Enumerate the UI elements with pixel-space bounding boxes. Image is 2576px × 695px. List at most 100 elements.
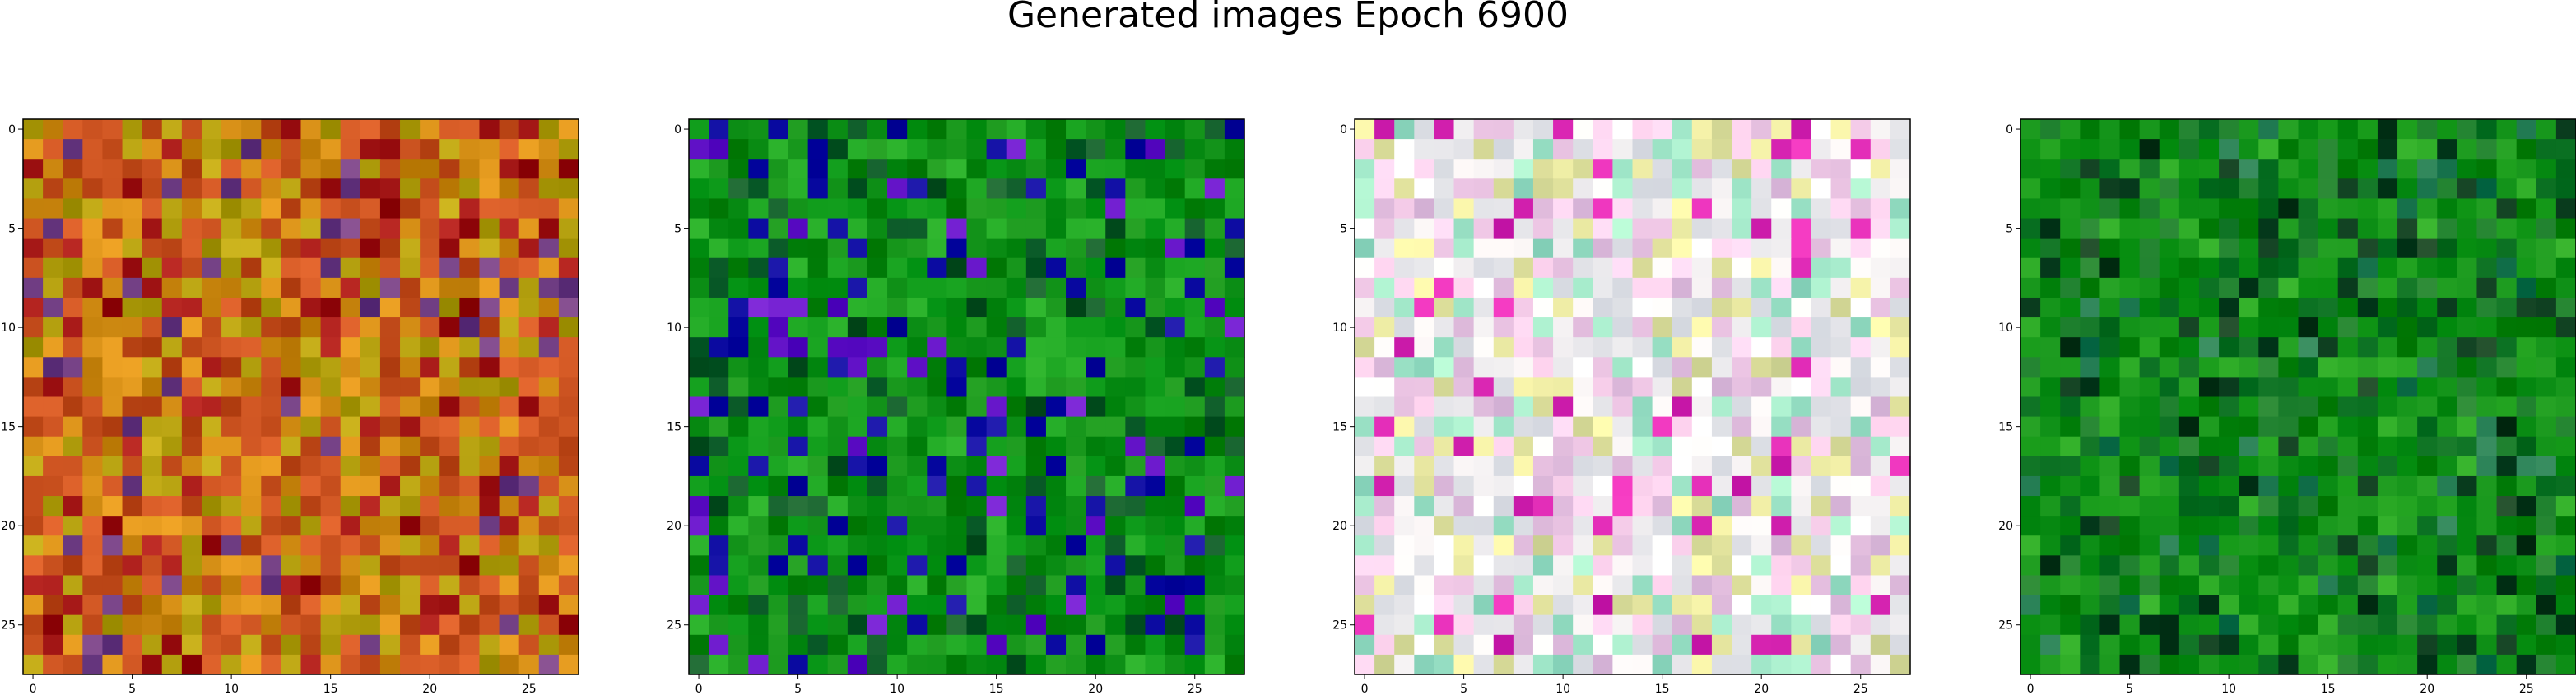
heatmap-cell bbox=[320, 119, 342, 140]
heatmap-cell bbox=[2318, 516, 2339, 536]
heatmap-cell bbox=[1006, 159, 1027, 179]
heatmap-cell bbox=[2080, 297, 2101, 318]
heatmap-cell bbox=[2219, 159, 2239, 179]
heatmap-cell bbox=[499, 337, 520, 358]
heatmap-cell bbox=[43, 475, 63, 497]
heatmap-cell bbox=[2417, 257, 2438, 279]
heatmap-cell bbox=[122, 595, 143, 616]
heatmap-cell bbox=[2555, 595, 2576, 616]
heatmap-cell bbox=[986, 218, 1007, 239]
heatmap-cell bbox=[2437, 516, 2457, 536]
heatmap-cell bbox=[538, 634, 560, 656]
heatmap-cell bbox=[2219, 317, 2239, 338]
heatmap-cell bbox=[261, 555, 281, 577]
heatmap-cell bbox=[2139, 139, 2160, 160]
heatmap-cell bbox=[142, 614, 163, 636]
heatmap-cell bbox=[43, 337, 63, 358]
heatmap-cell bbox=[2099, 159, 2121, 179]
heatmap-cell bbox=[63, 595, 83, 616]
heatmap-cell bbox=[2397, 475, 2418, 497]
heatmap-cell bbox=[122, 654, 143, 675]
heatmap-cell bbox=[2377, 337, 2398, 358]
heatmap-cell bbox=[379, 396, 401, 418]
heatmap-cell bbox=[2239, 159, 2259, 179]
heatmap-cell bbox=[122, 337, 143, 358]
heatmap-cell bbox=[2119, 337, 2141, 358]
heatmap-cell bbox=[2139, 159, 2160, 179]
heatmap-cell bbox=[2258, 555, 2279, 577]
heatmap-cell bbox=[2555, 119, 2576, 140]
heatmap-cell bbox=[379, 317, 401, 338]
heatmap-cell bbox=[2040, 317, 2061, 338]
heatmap-cell bbox=[479, 575, 500, 596]
heatmap-cell bbox=[2159, 535, 2180, 556]
heatmap-cell bbox=[221, 297, 242, 318]
heatmap-cell bbox=[439, 516, 460, 536]
heatmap-cell bbox=[2555, 634, 2576, 656]
heatmap-cell bbox=[221, 575, 242, 596]
heatmap-cell bbox=[2119, 654, 2141, 675]
heatmap-cell bbox=[2377, 595, 2398, 616]
heatmap-cell bbox=[2258, 475, 2279, 497]
heatmap-cell bbox=[2080, 357, 2101, 378]
heatmap-cell bbox=[2457, 654, 2478, 675]
heatmap-cell bbox=[201, 516, 222, 536]
heatmap-cell bbox=[2437, 396, 2457, 418]
heatmap-cell bbox=[2159, 456, 2180, 477]
heatmap-cell bbox=[320, 456, 342, 477]
heatmap-cell bbox=[966, 119, 988, 140]
heatmap-cell bbox=[847, 159, 868, 179]
heatmap-cell bbox=[161, 634, 183, 656]
heatmap-cell bbox=[221, 119, 242, 140]
heatmap-cell bbox=[2516, 198, 2537, 220]
heatmap-cell bbox=[2437, 139, 2457, 160]
heatmap-cell bbox=[2516, 218, 2537, 239]
heatmap-cell bbox=[2178, 337, 2200, 358]
heatmap-cell bbox=[340, 377, 361, 398]
heatmap-cell bbox=[102, 277, 123, 299]
heatmap-cell bbox=[558, 139, 579, 160]
heatmap-cell bbox=[43, 595, 63, 616]
heatmap-cell bbox=[241, 317, 262, 338]
heatmap-cell bbox=[161, 238, 183, 259]
heatmap-cell bbox=[479, 257, 500, 279]
heatmap-cell bbox=[2318, 377, 2339, 398]
heatmap-cell bbox=[459, 317, 481, 338]
heatmap-cell bbox=[2219, 357, 2239, 378]
heatmap-cell bbox=[400, 377, 421, 398]
heatmap-cell bbox=[439, 575, 460, 596]
x-tick-label: 15 bbox=[323, 683, 338, 695]
heatmap-cell bbox=[122, 119, 143, 140]
heatmap-cell bbox=[1045, 139, 1067, 160]
heatmap-cell bbox=[340, 634, 361, 656]
heatmap-cell bbox=[82, 337, 104, 358]
heatmap-cell bbox=[161, 654, 183, 675]
heatmap-cell bbox=[201, 575, 222, 596]
heatmap-cell bbox=[2318, 416, 2339, 438]
heatmap-cell bbox=[360, 396, 381, 418]
heatmap-cell bbox=[2040, 475, 2061, 497]
heatmap-cell bbox=[201, 614, 222, 636]
heatmap-cell bbox=[241, 654, 262, 675]
heatmap-cell bbox=[400, 416, 421, 438]
heatmap-cell bbox=[2377, 377, 2398, 398]
heatmap-cell bbox=[2020, 337, 2041, 358]
heatmap-cell bbox=[2040, 297, 2061, 318]
heatmap-cell bbox=[788, 139, 809, 160]
heatmap-cell bbox=[420, 634, 440, 656]
heatmap-cell bbox=[499, 396, 520, 418]
heatmap-cell bbox=[82, 317, 104, 338]
heatmap-cell bbox=[2437, 178, 2457, 200]
heatmap-cell bbox=[2239, 475, 2259, 497]
heatmap-cell bbox=[2219, 139, 2239, 160]
heatmap-cell bbox=[2457, 614, 2478, 636]
heatmap-cell bbox=[689, 139, 709, 160]
heatmap-cell bbox=[181, 416, 202, 438]
heatmap-cell bbox=[43, 297, 63, 318]
heatmap-cell bbox=[479, 555, 500, 577]
heatmap-cell bbox=[2417, 396, 2438, 418]
heatmap-cell bbox=[63, 436, 83, 457]
heatmap-cell bbox=[2357, 317, 2378, 338]
heatmap-cell bbox=[2337, 614, 2359, 636]
